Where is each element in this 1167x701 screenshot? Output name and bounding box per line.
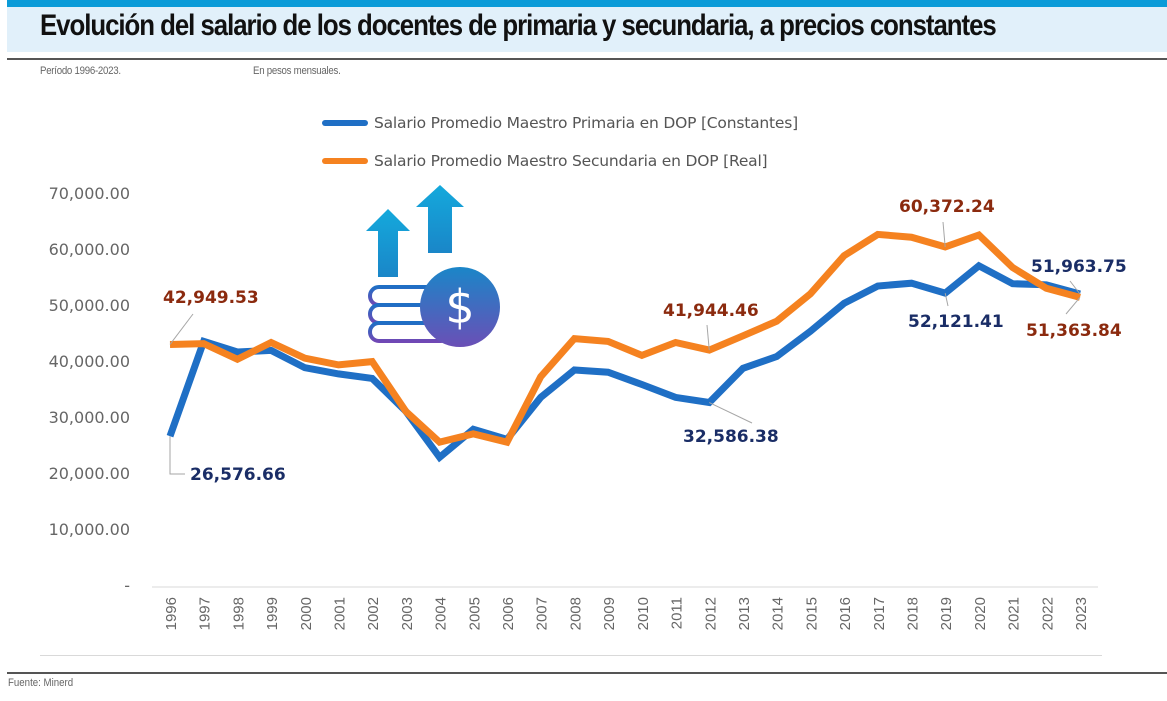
- period-note: Período 1996-2023.: [40, 65, 121, 77]
- x-tick-label: 2011: [669, 597, 686, 629]
- data-label-secundaria: 42,949.53: [163, 288, 259, 308]
- x-tick-label: 1997: [197, 597, 214, 630]
- x-tick-label: 2012: [702, 597, 719, 630]
- y-tick-label: 70,000.00: [49, 184, 130, 203]
- units-note: En pesos mensuales.: [253, 65, 341, 77]
- x-tick-label: 1998: [230, 597, 247, 630]
- arrow-up-left-icon: [366, 209, 410, 277]
- top-accent-bar: [7, 0, 1167, 7]
- x-tick-label: 2004: [433, 597, 450, 630]
- series-line-primaria: [166, 261, 1081, 463]
- x-tick-label: 2001: [332, 597, 349, 630]
- data-label-primaria: 52,121.41: [908, 312, 1004, 332]
- footer-divider: [7, 672, 1167, 674]
- x-tick-label: 2006: [500, 597, 517, 630]
- y-tick-label: 20,000.00: [49, 464, 130, 483]
- annotation-leader-line: [169, 313, 194, 345]
- y-tick-label: 60,000.00: [49, 240, 130, 259]
- x-tick-label: 2013: [736, 597, 753, 630]
- data-label-secundaria: 60,372.24: [899, 197, 995, 217]
- x-tick-label: 2000: [298, 597, 315, 630]
- annotation-leader-line: [706, 324, 710, 351]
- data-label-primaria: 51,963.75: [1031, 257, 1127, 277]
- x-tick-label: 2007: [534, 597, 551, 630]
- chart-bottom-border: [40, 655, 1102, 656]
- x-tick-label: 2019: [938, 597, 955, 630]
- annotations-layer: 26,576.66 32,586.38 52,121.41 51,963.75 42,9…: [163, 197, 1127, 485]
- legend-label-primaria: Salario Promedio Maestro Primaria en DOP…: [374, 114, 798, 132]
- source-note: Fuente: Minerd: [8, 677, 74, 689]
- data-label-primaria: 32,586.38: [683, 427, 779, 447]
- y-tick-label: 30,000.00: [49, 408, 130, 427]
- y-tick-label: 40,000.00: [49, 352, 130, 371]
- annotation-leader-line: [709, 402, 753, 424]
- x-tick-label: 2008: [567, 597, 584, 630]
- chart-title: Evolución del salario de los docentes de…: [40, 9, 997, 42]
- x-tick-label: 1996: [163, 597, 180, 630]
- data-label-primaria: 26,576.66: [190, 465, 286, 485]
- x-tick-label: 2023: [1073, 597, 1090, 630]
- x-axis: 1996 1997 1998 1999 2000 2001 2002 2003 2004 2005…: [152, 586, 1098, 630]
- annotation-leader-line: [944, 293, 949, 307]
- x-tick-label: 2017: [871, 597, 888, 630]
- x-tick-label: 1999: [264, 597, 281, 630]
- x-tick-label: 2010: [635, 597, 652, 630]
- x-tick-label: 2002: [365, 597, 382, 630]
- legend-item-secundaria: Salario Promedio Maestro Secundaria en D…: [322, 142, 798, 180]
- annotation-leader-line: [942, 221, 946, 247]
- y-tick-label: 50,000.00: [49, 296, 130, 315]
- y-tick-label: -: [124, 576, 130, 595]
- legend-item-primaria: Salario Promedio Maestro Primaria en DOP…: [322, 104, 798, 142]
- series-line-secundaria: [169, 230, 1081, 447]
- annotation-leader-line: [1069, 280, 1081, 295]
- data-label-secundaria: 51,363.84: [1026, 321, 1122, 341]
- legend-label-secundaria: Salario Promedio Maestro Secundaria en D…: [374, 152, 768, 170]
- x-tick-label: 2020: [972, 597, 989, 630]
- x-tick-label: 2022: [1039, 597, 1056, 630]
- data-label-secundaria: 41,944.46: [663, 301, 759, 321]
- money-growth-icon: $: [360, 185, 510, 355]
- series-layer: [166, 230, 1081, 463]
- x-tick-label: 2003: [399, 597, 416, 630]
- annotation-leader-line: [169, 436, 185, 475]
- y-axis: - 10,000.00 20,000.00 30,000.00 40,000.00 50,…: [49, 184, 130, 595]
- y-tick-label: 10,000.00: [49, 520, 130, 539]
- legend: Salario Promedio Maestro Primaria en DOP…: [322, 104, 798, 180]
- x-tick-label: 2014: [770, 597, 787, 630]
- svg-text:$: $: [445, 280, 474, 334]
- annotation-leader-line: [1065, 297, 1081, 315]
- x-tick-label: 2005: [466, 597, 483, 630]
- legend-swatch-primaria: [322, 120, 368, 126]
- legend-swatch-secundaria: [322, 158, 368, 164]
- x-tick-label: 2021: [1006, 597, 1023, 630]
- arrow-up-right-icon: [416, 185, 464, 253]
- x-tick-label: 2018: [904, 597, 921, 630]
- title-divider: [7, 58, 1167, 60]
- x-tick-label: 2009: [601, 597, 618, 630]
- title-band: [7, 7, 1167, 52]
- x-tick-label: 2015: [803, 597, 820, 630]
- x-tick-label: 2016: [837, 597, 854, 630]
- dollar-coin-icon: $: [420, 267, 500, 347]
